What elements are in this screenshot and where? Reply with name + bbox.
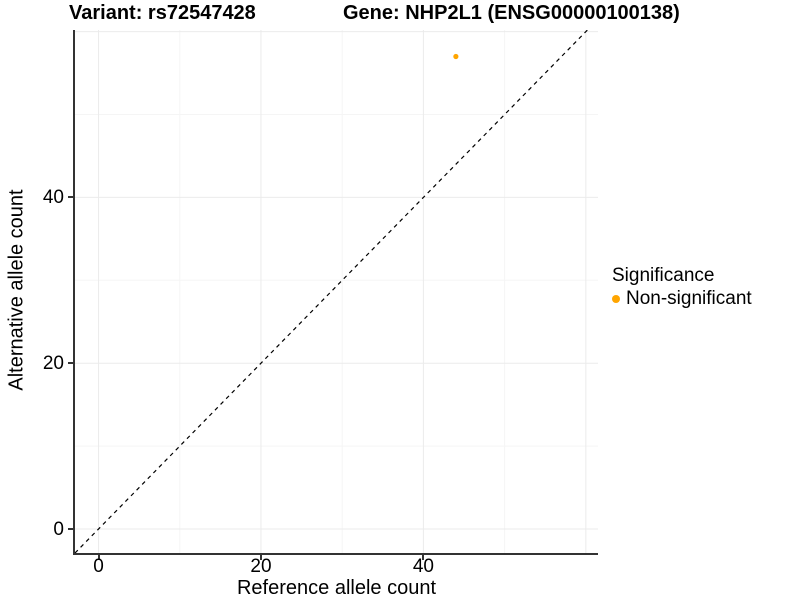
plot-panel xyxy=(73,30,598,555)
x-tick-mark-0 xyxy=(97,555,100,560)
y-tick-mark-20 xyxy=(68,362,73,365)
y-tick-mark-40 xyxy=(68,196,73,199)
x-tick-label-20: 20 xyxy=(250,556,272,577)
y-tick-mark-0 xyxy=(68,527,73,530)
x-axis-label: Reference allele count xyxy=(236,577,436,599)
y-tick-label-40: 40 xyxy=(42,187,64,209)
x-tick-label-40: 40 xyxy=(412,556,434,577)
plot-title-variant: Variant: rs72547428 xyxy=(69,2,256,24)
legend-item-label: Non-significant xyxy=(626,288,752,309)
legend-title: Significance xyxy=(612,265,715,286)
plot-canvas xyxy=(75,30,598,553)
y-tick-label-20: 20 xyxy=(42,353,64,375)
x-tick-mark-20 xyxy=(259,555,262,560)
x-tick-mark-40 xyxy=(422,555,425,560)
plot-title-gene: Gene: NHP2L1 (ENSG00000100138) xyxy=(343,2,680,24)
legend-point-icon xyxy=(612,295,620,303)
data-point-non-significant xyxy=(453,53,459,60)
y-tick-label-0: 0 xyxy=(53,518,64,540)
identity-line xyxy=(75,30,589,553)
legend-item-non-significant: Non-significant xyxy=(612,288,752,310)
x-tick-label-0: 0 xyxy=(93,556,104,577)
legend: Significance Non-significant xyxy=(612,265,752,310)
